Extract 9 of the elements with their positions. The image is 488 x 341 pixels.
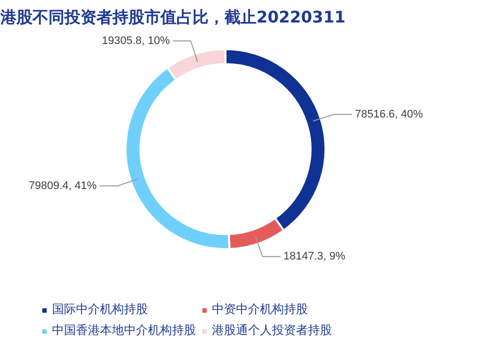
data-label: 19305.8, 10% — [102, 34, 170, 47]
data-label: 78516.6, 40% — [355, 108, 424, 120]
legend-label: 国际中介机构持股 — [52, 301, 148, 318]
data-label: 79809.4, 41% — [28, 180, 97, 192]
legend-label: 中国香港本地中介机构持股 — [52, 322, 196, 339]
data-label: 18147.3, 9% — [284, 250, 346, 263]
legend-label: 中资中介机构持股 — [212, 301, 308, 318]
chart-title: 港股不同投资者持股市值占比，截止20220311 — [0, 8, 346, 26]
legend-label: 港股通个人投资者持股 — [212, 322, 332, 339]
